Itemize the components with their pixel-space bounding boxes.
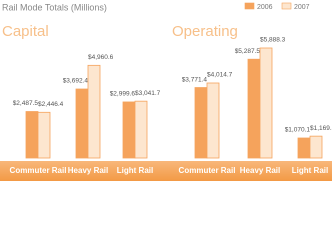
bar bbox=[297, 137, 311, 159]
value-label: $3,692.4 bbox=[63, 78, 89, 85]
x-tick-label: Commuter Rail bbox=[179, 166, 236, 175]
x-tick-label: Commuter Rail bbox=[10, 166, 67, 175]
category-band bbox=[0, 161, 332, 181]
value-label: $2,446.4 bbox=[38, 101, 64, 108]
bar bbox=[309, 135, 323, 159]
value-label: $3,771.4 bbox=[182, 76, 208, 83]
legend-label: 2007 bbox=[294, 4, 310, 11]
value-label: $2,999.6 bbox=[110, 91, 136, 98]
bar bbox=[134, 100, 148, 159]
value-label: $1,169.5 bbox=[310, 125, 332, 132]
value-label: $3,041.7 bbox=[135, 90, 161, 97]
panel-title: Capital bbox=[2, 23, 49, 40]
legend-swatch bbox=[281, 2, 292, 10]
bar bbox=[206, 82, 220, 159]
bar bbox=[247, 58, 261, 159]
x-tick-label: Light Rail bbox=[292, 166, 328, 175]
x-tick-label: Heavy Rail bbox=[240, 166, 280, 175]
value-label: $4,960.6 bbox=[88, 54, 114, 61]
page-title: Rail Mode Totals (Millions) bbox=[2, 2, 107, 12]
panel-title: Operating bbox=[172, 23, 238, 40]
x-tick-label: Heavy Rail bbox=[68, 166, 108, 175]
x-tick-label: Light Rail bbox=[117, 166, 153, 175]
chart: Rail Mode Totals (Millions) 2006 2007 Capi… bbox=[0, 2, 332, 181]
bar bbox=[75, 88, 89, 159]
value-label: $4,014.7 bbox=[207, 72, 233, 79]
value-label: $5,888.3 bbox=[260, 37, 286, 44]
value-label: $1,070.1 bbox=[285, 127, 311, 134]
legend-label: 2006 bbox=[257, 4, 273, 11]
value-label: $5,287.5 bbox=[235, 48, 261, 55]
value-label: $2,487.5 bbox=[13, 100, 39, 107]
bar bbox=[87, 64, 101, 159]
bar bbox=[25, 111, 39, 159]
bar bbox=[122, 101, 136, 159]
bar bbox=[259, 47, 273, 159]
bar bbox=[37, 111, 51, 159]
legend-swatch bbox=[244, 2, 255, 10]
bar bbox=[194, 87, 208, 159]
